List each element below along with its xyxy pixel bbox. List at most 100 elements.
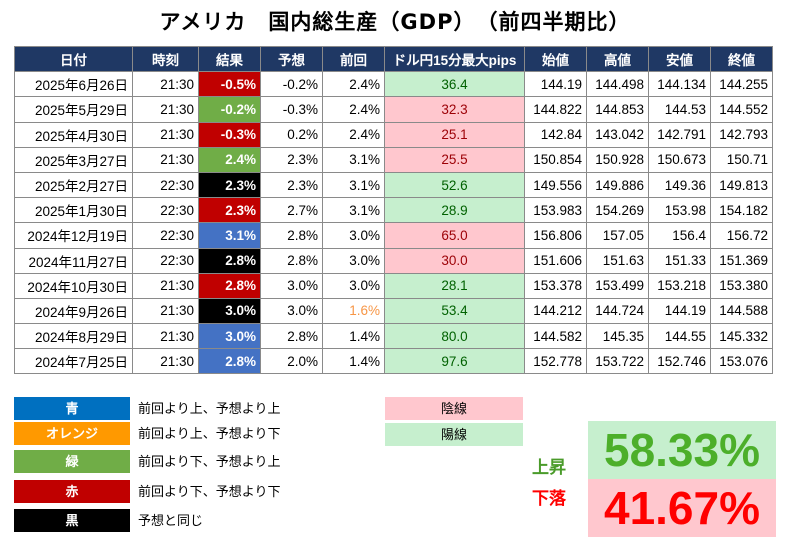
header-result: 結果 — [198, 45, 261, 73]
header-time: 時刻 — [132, 45, 199, 73]
legend-description-green: 前回より下、予想より上 — [138, 454, 281, 469]
time-cell: 21:30 — [132, 272, 199, 299]
open-cell: 142.84 — [524, 121, 587, 148]
date-cell: 2024年9月26日 — [14, 297, 133, 325]
previous-cell: 3.0% — [322, 272, 385, 299]
table-row: 2024年7月25日 21:30 2.8% 2.0% 1.4% 97.6 152.778 15… — [14, 348, 773, 375]
low-cell: 153.218 — [648, 272, 711, 299]
header-pips: ドル円15分最大pips — [384, 45, 525, 73]
result-cell: 2.8% — [198, 348, 261, 375]
pips-cell: 28.9 — [384, 197, 525, 224]
date-cell: 2025年4月30日 — [14, 121, 133, 148]
low-cell: 144.53 — [648, 96, 711, 123]
close-cell: 154.182 — [710, 197, 773, 224]
low-cell: 153.98 — [648, 197, 711, 224]
time-cell: 21:30 — [132, 348, 199, 375]
date-cell: 2024年10月30日 — [14, 272, 133, 299]
table-row: 2025年4月30日 21:30 -0.3% 0.2% 2.4% 25.1 142.84 14… — [14, 121, 773, 148]
high-cell: 150.928 — [586, 146, 649, 173]
previous-cell: 3.0% — [322, 247, 385, 274]
legend-description-blue: 前回より上、予想より上 — [138, 401, 281, 416]
forecast-cell: 2.3% — [260, 146, 323, 173]
table-row: 2025年3月27日 21:30 2.4% 2.3% 3.1% 25.5 150.854 15… — [14, 146, 773, 173]
forecast-cell: 2.3% — [260, 171, 323, 199]
date-cell: 2025年6月26日 — [14, 71, 133, 98]
header-previous: 前回 — [322, 45, 385, 73]
up-label: 上昇 — [532, 458, 566, 478]
close-cell: 156.72 — [710, 222, 773, 249]
result-cell: 2.3% — [198, 171, 261, 199]
close-cell: 144.552 — [710, 96, 773, 123]
close-cell: 150.71 — [710, 146, 773, 173]
legend-description-red: 前回より下、予想より下 — [138, 484, 281, 499]
date-cell: 2024年11月27日 — [14, 247, 133, 274]
close-cell: 149.813 — [710, 171, 773, 199]
open-cell: 153.378 — [524, 272, 587, 299]
high-cell: 151.63 — [586, 247, 649, 274]
close-cell: 153.380 — [710, 272, 773, 299]
close-cell: 153.076 — [710, 348, 773, 375]
header-low: 安値 — [648, 45, 711, 73]
previous-cell: 3.1% — [322, 146, 385, 173]
open-cell: 156.806 — [524, 222, 587, 249]
page-title: アメリカ 国内総生産（GDP） （前四半期比） — [159, 10, 631, 34]
pips-cell: 97.6 — [384, 348, 525, 375]
forecast-cell: 2.0% — [260, 348, 323, 375]
time-cell: 22:30 — [132, 247, 199, 274]
table-row: 2025年1月30日 22:30 2.3% 2.7% 3.1% 28.9 153.983 15… — [14, 197, 773, 224]
table-row: 2024年11月27日 22:30 2.8% 2.8% 3.0% 30.0 151.606 1… — [14, 247, 773, 274]
bearish-candle-legend: 陰線 — [385, 397, 523, 420]
close-cell: 142.793 — [710, 121, 773, 148]
gdp-results-table: 日付 時刻 結果 予想 前回 ドル円15分最大pips 始値 高値 安値 終値 … — [14, 45, 773, 375]
open-cell: 149.556 — [524, 171, 587, 199]
result-cell: 3.0% — [198, 323, 261, 350]
high-cell: 143.042 — [586, 121, 649, 148]
high-cell: 154.269 — [586, 197, 649, 224]
legend-swatch-black: 黒 — [14, 509, 130, 532]
legend-swatch-red: 赤 — [14, 480, 130, 503]
up-percentage: 58.33% — [588, 421, 776, 479]
previous-cell: 2.4% — [322, 71, 385, 98]
open-cell: 144.822 — [524, 96, 587, 123]
open-cell: 152.778 — [524, 348, 587, 375]
forecast-cell: -0.2% — [260, 71, 323, 98]
forecast-cell: 3.0% — [260, 272, 323, 299]
legend-swatch-green: 緑 — [14, 450, 130, 473]
table-row: 2025年5月29日 21:30 -0.2% -0.3% 2.4% 32.3 144.822… — [14, 96, 773, 123]
pips-cell: 25.1 — [384, 121, 525, 148]
time-cell: 21:30 — [132, 96, 199, 123]
open-cell: 144.19 — [524, 71, 587, 98]
previous-cell: 3.0% — [322, 222, 385, 249]
previous-cell: 1.4% — [322, 348, 385, 375]
result-cell: 3.0% — [198, 297, 261, 325]
open-cell: 153.983 — [524, 197, 587, 224]
down-percentage: 41.67% — [588, 479, 776, 537]
date-cell: 2024年12月19日 — [14, 222, 133, 249]
forecast-cell: 3.0% — [260, 297, 323, 325]
high-cell: 145.35 — [586, 323, 649, 350]
high-cell: 144.853 — [586, 96, 649, 123]
pips-cell: 65.0 — [384, 222, 525, 249]
low-cell: 156.4 — [648, 222, 711, 249]
table-row: 2024年12月19日 22:30 3.1% 2.8% 3.0% 65.0 156.806 1… — [14, 222, 773, 249]
pips-cell: 32.3 — [384, 96, 525, 123]
result-cell: 2.8% — [198, 247, 261, 274]
header-high: 高値 — [586, 45, 649, 73]
pips-cell: 28.1 — [384, 272, 525, 299]
date-cell: 2025年3月27日 — [14, 146, 133, 173]
pips-cell: 53.4 — [384, 297, 525, 325]
result-cell: 3.1% — [198, 222, 261, 249]
pips-cell: 30.0 — [384, 247, 525, 274]
date-cell: 2025年1月30日 — [14, 197, 133, 224]
table-header-row: 日付 時刻 結果 予想 前回 ドル円15分最大pips 始値 高値 安値 終値 — [14, 45, 773, 73]
high-cell: 157.05 — [586, 222, 649, 249]
time-cell: 21:30 — [132, 297, 199, 325]
table-row: 2024年8月29日 21:30 3.0% 2.8% 1.4% 80.0 144.582 14… — [14, 323, 773, 350]
table-row: 2025年6月26日 21:30 -0.5% -0.2% 2.4% 36.4 144.19 1… — [14, 71, 773, 98]
down-label: 下落 — [532, 489, 566, 509]
time-cell: 21:30 — [132, 323, 199, 350]
low-cell: 144.19 — [648, 297, 711, 325]
table-row: 2024年10月30日 21:30 2.8% 3.0% 3.0% 28.1 153.378 1… — [14, 272, 773, 299]
legend-swatch-blue: 青 — [14, 397, 130, 420]
legend-swatch-orange: オレンジ — [14, 422, 130, 445]
